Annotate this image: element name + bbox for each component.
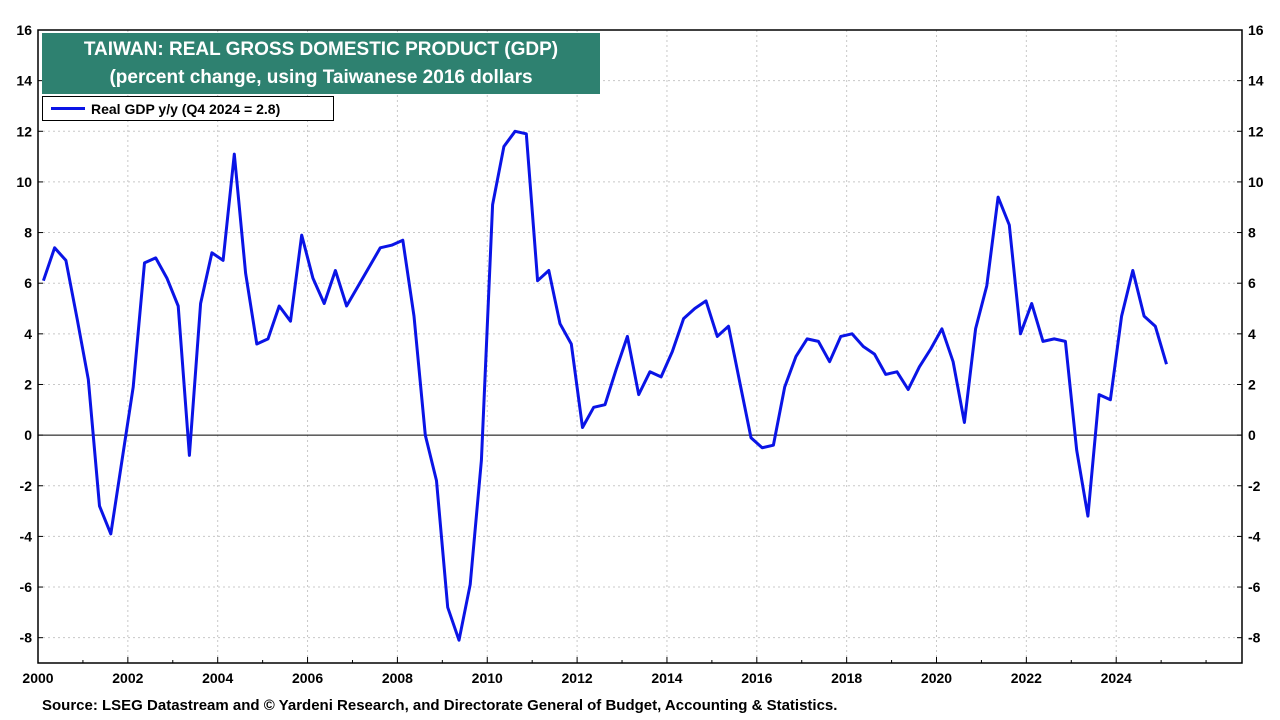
x-tick-label: 2008	[382, 670, 413, 686]
legend: Real GDP y/y (Q4 2024 = 2.8)	[42, 96, 334, 121]
x-tick-label: 2010	[472, 670, 503, 686]
y-tick-label-right: 2	[1248, 376, 1256, 392]
y-tick-label-right: 12	[1248, 123, 1264, 139]
y-tick-label-left: 2	[24, 376, 32, 392]
x-tick-label: 2014	[651, 670, 682, 686]
legend-swatch	[51, 107, 85, 110]
y-tick-label-right: 4	[1248, 326, 1256, 342]
y-tick-label-right: 16	[1248, 22, 1264, 38]
y-tick-label-left: -6	[20, 579, 33, 595]
y-tick-label-right: 0	[1248, 427, 1256, 443]
chart-title-box: TAIWAN: REAL GROSS DOMESTIC PRODUCT (GDP…	[42, 33, 600, 94]
series-line-real-gdp	[41, 129, 1168, 642]
y-tick-label-right: 8	[1248, 225, 1256, 241]
y-tick-label-left: 0	[24, 427, 32, 443]
x-tick-label: 2024	[1101, 670, 1132, 686]
axis-layer: -8 -8 -6 -6 -4 -4 -2 -2 0 0 2 2 4 4 6 6 8 8 10 10 12 12 14 14 16…	[16, 22, 1263, 686]
x-tick-label: 2020	[921, 670, 952, 686]
legend-entry-real-gdp: Real GDP y/y (Q4 2024 = 2.8)	[91, 100, 281, 117]
y-tick-label-left: 12	[16, 123, 32, 139]
y-tick-label-right: -4	[1248, 528, 1261, 544]
y-tick-label-left: 8	[24, 225, 32, 241]
chart-title: TAIWAN: REAL GROSS DOMESTIC PRODUCT (GDP…	[83, 39, 559, 60]
y-tick-label-right: -6	[1248, 579, 1261, 595]
plot-frame	[37, 29, 1243, 664]
grid-layer	[38, 30, 1242, 663]
y-tick-label-right: 14	[1248, 73, 1264, 89]
y-tick-label-left: 10	[16, 174, 32, 190]
x-tick-label: 2012	[562, 670, 593, 686]
y-tick-label-left: 14	[16, 73, 32, 89]
y-tick-label-right: -8	[1248, 630, 1261, 646]
y-tick-label-left: 4	[24, 326, 32, 342]
y-tick-label-right: 6	[1248, 275, 1256, 291]
x-tick-label: 2018	[831, 670, 862, 686]
series-layer	[41, 129, 1168, 642]
y-tick-label-left: -4	[20, 528, 33, 544]
x-tick-label: 2022	[1011, 670, 1042, 686]
x-tick-label: 2016	[741, 670, 772, 686]
chart-subtitle: (percent change, using Taiwanese 2016 do…	[109, 67, 533, 88]
y-tick-label-right: 10	[1248, 174, 1264, 190]
y-tick-label-left: 6	[24, 275, 32, 291]
y-tick-label-left: 16	[16, 22, 32, 38]
x-tick-label: 2002	[112, 670, 143, 686]
x-tick-label: 2000	[22, 670, 53, 686]
x-tick-label: 2004	[202, 670, 233, 686]
y-tick-label-left: -8	[20, 630, 33, 646]
x-tick-label: 2006	[292, 670, 323, 686]
source-note: Source: LSEG Datastream and © Yardeni Re…	[42, 697, 838, 714]
y-tick-label-left: -2	[20, 478, 33, 494]
y-tick-label-right: -2	[1248, 478, 1261, 494]
